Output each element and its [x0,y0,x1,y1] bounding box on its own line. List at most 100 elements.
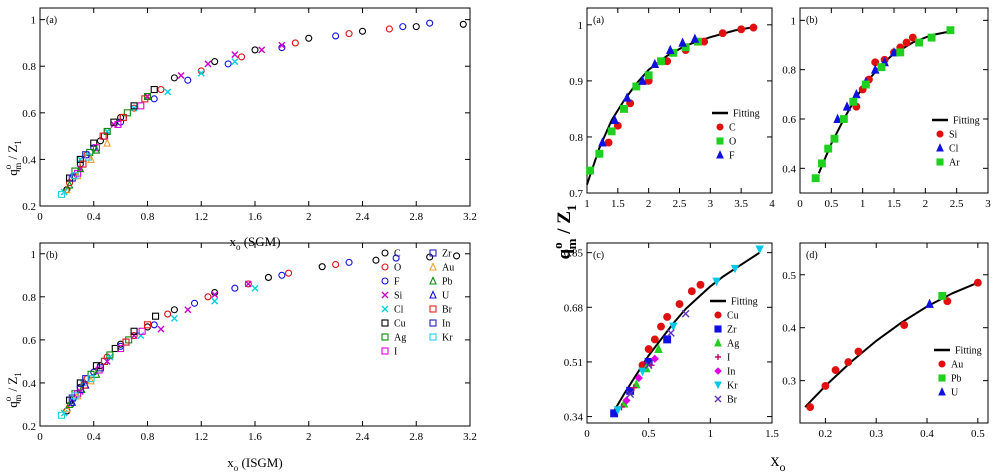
ylabel-q: q [554,248,575,259]
x-tick-label: 0.5 [971,428,985,440]
x-tick-label: 3 [708,198,714,210]
data-point [164,88,172,96]
legend-marker [429,333,437,341]
x-tick-label: 1.5 [887,198,901,210]
legend-marker [938,360,946,368]
x-tick-label: 1.5 [765,428,779,440]
data-point [453,252,461,260]
series-4 [76,41,286,173]
ylabel-m: m [564,238,579,249]
data-point [811,174,820,183]
data-point [157,325,165,333]
legend-marker [714,311,722,319]
x-tick-label: 1 [708,428,714,440]
data-point [96,364,105,372]
legend-label: I [394,347,397,358]
ylabel-left-bottom: qom / Z1 [3,372,23,408]
data-point [76,163,85,173]
ylabel-1: 1 [564,205,579,212]
series-8 [74,102,145,177]
data-point [204,60,212,68]
x-tick-label: 0 [37,211,43,223]
y-tick-label: 0.68 [564,302,584,314]
series-4 [76,280,252,396]
plot-frame [586,242,773,424]
data-point [973,278,982,287]
series-8 [74,327,146,398]
data-point [117,344,125,353]
legend-marker [429,305,437,313]
legend-marker [716,137,724,145]
panel-tag: (b) [46,250,58,261]
x-tick-label: 1.2 [194,211,208,223]
data-point [57,411,66,419]
legend-label: Ag [727,339,739,350]
legend-label: Ag [394,333,406,344]
data-point [852,89,861,99]
x-tick-label: 1.6 [248,211,262,223]
legend-label: Kr [727,381,738,392]
legend-label: Au [442,263,454,274]
series-1 [852,33,917,111]
y-tick-label: 0.5 [782,270,796,282]
ylabel-o: o [3,396,13,401]
ylabel-1: 1 [13,372,23,377]
legend-marker [714,338,722,347]
x-tick-label: 2.5 [950,198,964,210]
data-point [65,399,74,409]
series-12 [79,95,149,168]
legend-marker [938,387,946,396]
data-point [177,72,185,80]
data-point [638,367,647,377]
x-tick-label: 3.2 [463,211,477,223]
legend-label: Si [949,130,958,141]
legend-label: Cl [394,305,404,316]
data-point [211,291,219,299]
series-15 [57,375,95,419]
series-13 [80,321,152,389]
x-tick-label: 1 [584,198,590,210]
data-point [211,297,219,305]
ylabel-o: o [3,164,13,169]
data-point [119,113,127,122]
data-point [638,75,647,85]
x-tick-label: 3 [985,198,991,210]
plot-frame [586,7,773,194]
data-point [426,19,434,27]
data-point [197,69,205,77]
legend-label: Fitting [953,116,980,127]
data-point [730,264,740,274]
ylabel-1: 1 [13,140,23,145]
data-point [665,44,675,54]
data-point [372,256,380,264]
x-tick-label: 0.5 [642,428,656,440]
data-point [92,145,101,154]
legend: COF Si Cl Cu Ag I Zr Au Pb U Br In Kr [381,249,454,358]
data-point [157,85,165,94]
data-point [63,184,71,194]
legend-label: F [729,151,735,162]
data-point [830,134,839,143]
legend-marker [429,290,437,299]
legend-marker [716,150,724,159]
legend-label: Br [442,305,453,316]
data-point [231,51,239,59]
legend-label: Fitting [731,297,758,308]
data-point [184,306,192,314]
data-point [607,127,616,136]
x-tick-label: 3.2 [463,431,477,443]
data-point [141,95,149,103]
legend-marker [429,319,437,327]
xlabel-right: xo [771,450,786,474]
data-point [184,76,192,84]
x-tick-label: 0.8 [141,431,155,443]
legend-label: In [727,367,735,378]
legend-marker [381,333,389,341]
data-point [130,102,138,110]
x-tick-label: 2.4 [356,211,370,223]
x-tick-label: 1.2 [194,431,208,443]
data-point [854,347,863,356]
ylabel-left-top: qom / Z1 [3,140,23,176]
data-point [86,148,94,156]
